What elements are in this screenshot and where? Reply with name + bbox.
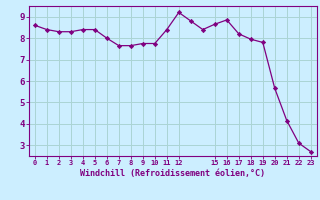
X-axis label: Windchill (Refroidissement éolien,°C): Windchill (Refroidissement éolien,°C) [80,169,265,178]
